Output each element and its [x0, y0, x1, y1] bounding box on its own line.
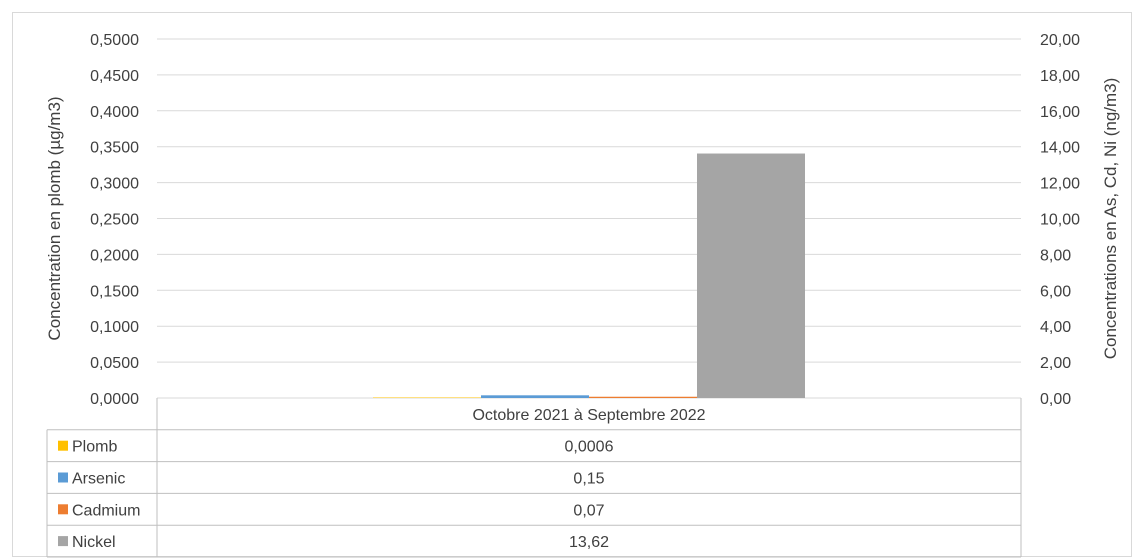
data-value-nickel: 13,62: [569, 534, 609, 551]
right-tick-label: 4,00: [1040, 319, 1071, 336]
right-tick-label: 8,00: [1040, 247, 1071, 264]
right-tick-label: 6,00: [1040, 283, 1071, 300]
chart-frame: 0,0000 0,0500 0,1000 0,1500 0,2000 0,2500 0,30…: [12, 12, 1132, 558]
bar-nickel: [697, 153, 805, 398]
left-tick-label: 0,2000: [90, 247, 139, 264]
left-tick-label: 0,4500: [90, 68, 139, 85]
right-tick-label: 0,00: [1040, 391, 1071, 408]
left-tick-label: 0,5000: [90, 32, 139, 49]
data-value-plomb: 0,0006: [565, 439, 614, 456]
right-axis-title: Concentrations en As, Cd, Ni (ng/m3): [1101, 78, 1120, 360]
left-tick-label: 0,3000: [90, 176, 139, 193]
left-axis-title: Concentration en plomb (µg/m3): [45, 96, 64, 340]
data-value-cadmium: 0,07: [573, 502, 604, 519]
left-tick-label: 0,1000: [90, 319, 139, 336]
left-tick-label: 0,2500: [90, 212, 139, 229]
right-tick-label: 10,00: [1040, 212, 1080, 229]
legend-swatch-plomb: [58, 440, 68, 451]
bar-plomb: [373, 397, 481, 398]
left-tick-label: 0,0500: [90, 355, 139, 372]
bar-cadmium: [589, 396, 697, 398]
left-tick-label: 0,4000: [90, 104, 139, 121]
right-tick-label: 2,00: [1040, 355, 1071, 372]
data-value-arsenic: 0,15: [573, 471, 604, 488]
legend-swatch-nickel: [58, 536, 68, 547]
right-tick-label: 18,00: [1040, 68, 1080, 85]
right-tick-label: 14,00: [1040, 140, 1080, 157]
right-axis-ticks: 0,00 2,00 4,00 6,00 8,00 10,00 12,00 14,00 16,00…: [1040, 32, 1080, 408]
legend-swatch-arsenic: [58, 472, 68, 483]
legend-swatch-cadmium: [58, 504, 68, 515]
left-tick-label: 0,3500: [90, 140, 139, 157]
left-tick-label: 0,1500: [90, 283, 139, 300]
left-axis-ticks: 0,0000 0,0500 0,1000 0,1500 0,2000 0,2500 0,30…: [90, 32, 139, 408]
right-tick-label: 20,00: [1040, 32, 1080, 49]
category-label: Octobre 2021 à Septembre 2022: [472, 407, 705, 424]
chart: 0,0000 0,0500 0,1000 0,1500 0,2000 0,2500 0,30…: [45, 32, 1120, 558]
legend-label-nickel: Nickel: [72, 534, 116, 551]
legend-label-arsenic: Arsenic: [72, 471, 125, 488]
bars: [373, 153, 805, 398]
bar-arsenic: [481, 395, 589, 398]
data-table: Octobre 2021 à Septembre 2022 Plomb 0,0006…: [46, 398, 1022, 558]
right-tick-label: 12,00: [1040, 176, 1080, 193]
right-tick-label: 16,00: [1040, 104, 1080, 121]
legend-label-cadmium: Cadmium: [72, 502, 140, 519]
left-tick-label: 0,0000: [90, 391, 139, 408]
legend-label-plomb: Plomb: [72, 439, 117, 456]
gridlines: [157, 38, 1021, 399]
